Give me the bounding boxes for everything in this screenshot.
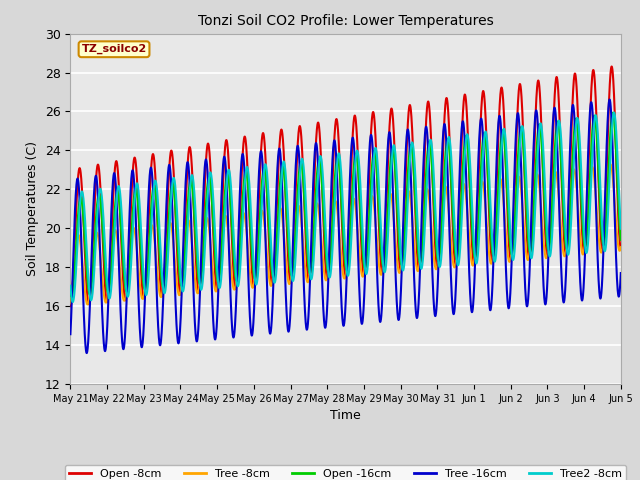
Legend: Open -8cm, Tree -8cm, Open -16cm, Tree -16cm, Tree2 -8cm: Open -8cm, Tree -8cm, Open -16cm, Tree -… xyxy=(65,465,627,480)
Text: TZ_soilco2: TZ_soilco2 xyxy=(81,44,147,54)
Title: Tonzi Soil CO2 Profile: Lower Temperatures: Tonzi Soil CO2 Profile: Lower Temperatur… xyxy=(198,14,493,28)
X-axis label: Time: Time xyxy=(330,409,361,422)
Y-axis label: Soil Temperatures (C): Soil Temperatures (C) xyxy=(26,141,39,276)
